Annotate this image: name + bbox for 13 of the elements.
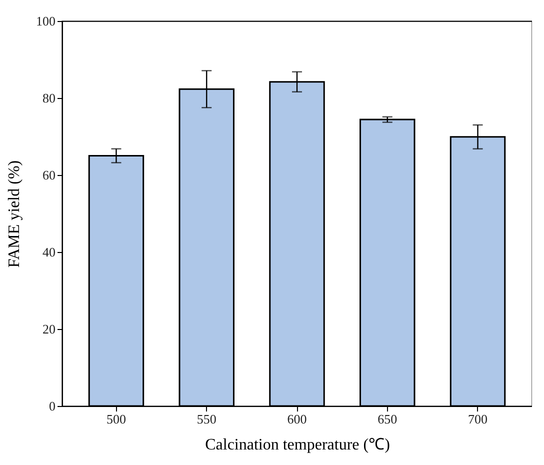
y-tick-label: 20 bbox=[42, 322, 56, 336]
y-tick-label: 100 bbox=[36, 14, 56, 28]
y-tick-label: 60 bbox=[42, 168, 56, 182]
x-tick-label: 600 bbox=[287, 412, 307, 426]
x-axis-title: Calcination temperature (℃) bbox=[205, 436, 390, 454]
x-tick-label: 500 bbox=[106, 412, 126, 426]
x-tick-label: 700 bbox=[468, 412, 488, 426]
y-tick-label: 80 bbox=[42, 90, 56, 106]
y-tick-label: 0 bbox=[49, 398, 56, 414]
x-tick-label: 550 bbox=[196, 412, 216, 426]
y-axis-title: FAME yield (%) bbox=[6, 160, 23, 268]
y-tick-label: 40 bbox=[42, 244, 56, 260]
x-tick-label: 650 bbox=[378, 412, 398, 426]
